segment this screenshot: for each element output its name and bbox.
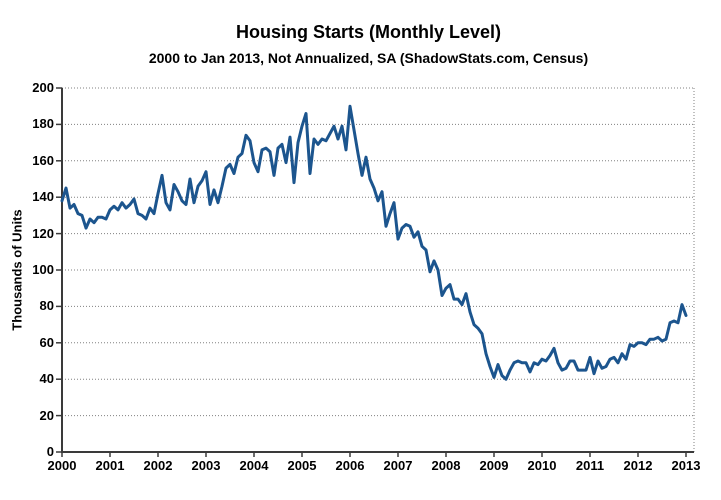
x-tick-label-2009: 2009 <box>479 458 509 473</box>
x-tick-label-2008: 2008 <box>431 458 461 473</box>
x-tick-label-2001: 2001 <box>95 458 125 473</box>
x-tick-label-2007: 2007 <box>383 458 413 473</box>
y-tick-label-60: 60 <box>39 334 54 350</box>
y-tick-label-100: 100 <box>32 262 54 277</box>
x-tick-label-2012: 2012 <box>623 458 653 473</box>
y-tick-label-140: 140 <box>32 189 54 205</box>
x-tick-label-2010: 2010 <box>527 458 557 473</box>
y-tick-label-200: 200 <box>32 80 54 95</box>
y-tick-label-180: 180 <box>32 116 54 132</box>
y-tick-label-40: 40 <box>39 371 54 387</box>
y-tick-label-80: 80 <box>39 298 54 314</box>
x-tick-label-2000: 2000 <box>47 458 77 473</box>
x-tick-label-2013: 2013 <box>671 458 701 473</box>
x-tick-label-2004: 2004 <box>239 458 269 473</box>
y-tick-label-20: 20 <box>39 407 54 423</box>
x-tick-label-2002: 2002 <box>143 458 173 473</box>
y-tick-label-120: 120 <box>32 225 54 241</box>
x-tick-label-2005: 2005 <box>287 458 317 473</box>
x-tick-label-2011: 2011 <box>575 458 605 473</box>
y-tick-label-0: 0 <box>46 444 54 459</box>
x-tick-label-2006: 2006 <box>335 458 365 473</box>
chart-subtitle: 2000 to Jan 2013, Not Annualized, SA (Sh… <box>148 50 589 66</box>
housing-starts-series-line <box>60 104 688 381</box>
y-tick-label-160: 160 <box>32 152 54 168</box>
chart-title: Housing Starts (Monthly Level) <box>235 22 502 42</box>
x-tick-label-2003: 2003 <box>191 458 221 473</box>
